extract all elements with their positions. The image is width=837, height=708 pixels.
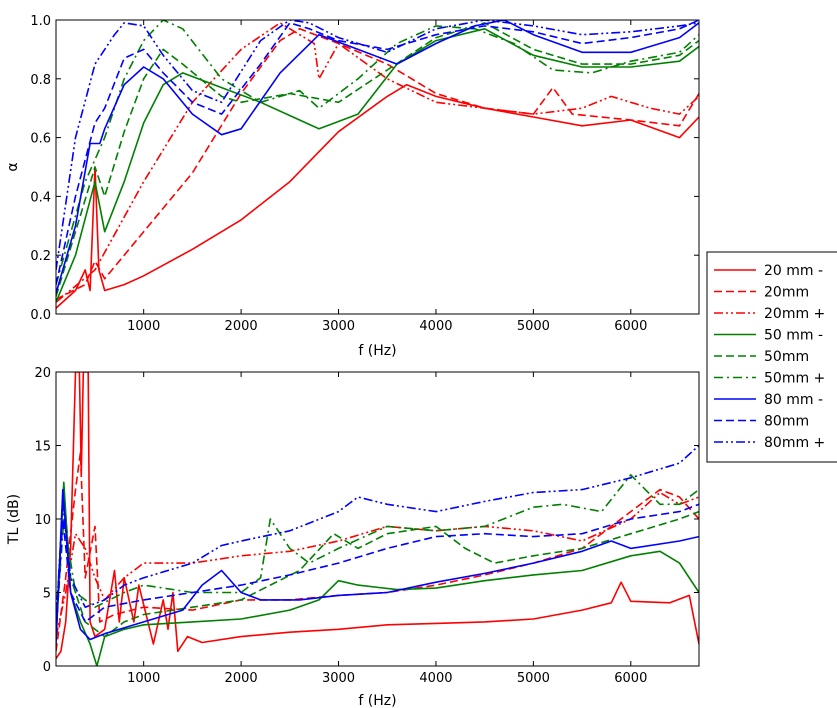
transmission-loss-x-axis-label: f (Hz) [358,693,396,708]
absorption-x-axis-label: f (Hz) [358,343,396,359]
legend-label-6: 50mm + [764,371,825,387]
transmission-loss-series-line-8 [56,503,699,637]
x-tick-label: 1000 [127,319,160,334]
legend-label-5: 50mm [764,349,809,365]
x-tick-label: 6000 [614,671,647,686]
transmission-loss-chart: 1000 2000 3000 4000 5000 6000 0 5 10 15 20 f (Hz)… [6,366,700,708]
legend-label-7: 80 mm - [764,392,823,408]
x-tick-label: 6000 [614,319,647,334]
legend-label-9: 80mm + [764,435,825,451]
absorption-series-line-7 [56,20,699,294]
transmission-loss-series-line-2 [56,452,699,652]
legend-frame [706,251,837,463]
legend-label-3: 20mm + [764,306,825,322]
absorption-series-layer [56,20,699,309]
transmission-loss-y-ticks: 0 5 10 15 20 [34,366,699,675]
absorption-series-line-6 [56,20,699,285]
legend-entries: 20 mm - 20mm 20mm + 50 mm - 50mm 50mm + 80 mm … [714,263,825,451]
transmission-loss-y-axis-label: TL (dB) [6,494,22,545]
absorption-series-line-8 [56,20,699,285]
x-tick-label: 5000 [517,671,550,686]
absorption-series-line-4 [56,27,699,303]
y-tick-label: 0 [43,660,51,675]
transmission-loss-plot-frame [55,371,700,667]
x-tick-label: 5000 [517,319,550,334]
y-tick-label: 10 [34,513,51,528]
absorption-x-ticks: 1000 2000 3000 4000 5000 6000 [127,20,647,334]
x-tick-label: 4000 [419,671,452,686]
transmission-loss-series-line-3 [56,491,699,637]
y-tick-label: 0.8 [30,73,51,88]
transmission-loss-series-line-5 [56,488,699,638]
absorption-series-line-1 [56,83,699,309]
absorption-chart: 1000 2000 3000 4000 5000 6000 0.0 0.2 0.4 0.6 0.8… [5,14,700,359]
transmission-loss-series-layer [56,372,699,666]
legend-label-1: 20 mm - [764,263,823,279]
absorption-series-line-2 [56,27,699,301]
legend: 20 mm - 20mm 20mm + 50 mm - 50mm 50mm + 80 mm … [706,251,837,463]
x-tick-label: 2000 [225,671,258,686]
legend-label-2: 20mm [764,285,809,301]
y-tick-label: 1.0 [30,14,51,29]
transmission-loss-x-ticks: 1000 2000 3000 4000 5000 6000 [127,372,647,686]
x-tick-label: 1000 [127,671,160,686]
absorption-series-line-3 [56,22,699,303]
y-tick-label: 0.6 [30,132,51,147]
legend-label-8: 80mm [764,414,809,430]
legend-label-4: 50 mm - [764,328,823,344]
transmission-loss-series-line-1 [56,372,699,660]
y-tick-label: 0.4 [30,190,51,205]
y-tick-label: 15 [34,440,51,455]
x-tick-label: 2000 [225,319,258,334]
y-tick-label: 20 [34,366,51,381]
y-tick-label: 5 [43,587,51,602]
x-tick-label: 4000 [419,319,452,334]
absorption-plot-frame [55,19,700,315]
transmission-loss-series-line-9 [56,444,699,622]
y-tick-label: 0.0 [30,308,51,323]
absorption-y-ticks: 0.0 0.2 0.4 0.6 0.8 1.0 [30,14,699,323]
absorption-series-line-5 [56,22,699,297]
absorption-y-axis-label: α [5,162,21,171]
x-tick-label: 3000 [322,319,355,334]
transmission-loss-series-line-6 [56,474,699,630]
y-tick-label: 0.2 [30,249,51,264]
x-tick-label: 3000 [322,671,355,686]
transmission-loss-series-line-4 [56,481,699,666]
absorption-series-line-9 [56,20,699,271]
transmission-loss-series-line-7 [56,488,699,645]
